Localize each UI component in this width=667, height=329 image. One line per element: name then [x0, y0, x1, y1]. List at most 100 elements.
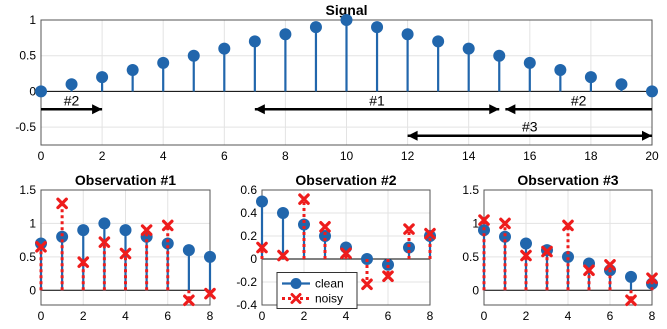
series-noisy: [256, 193, 436, 291]
stem-marker-circle: [403, 241, 415, 254]
stem-marker-circle: [182, 244, 195, 257]
y-tick-label: 0.5: [462, 250, 479, 264]
x-tick-label: 6: [164, 309, 171, 323]
stem-marker-circle: [157, 56, 170, 69]
arrow-head: [489, 104, 500, 115]
stem-marker-x: [604, 259, 616, 271]
stem-marker-circle: [584, 71, 597, 84]
stem-marker-circle: [161, 237, 174, 250]
stem-marker-circle: [499, 230, 511, 243]
stem-marker-circle: [319, 230, 331, 242]
y-tick-label: 0: [29, 84, 36, 98]
stem-marker-x: [361, 278, 373, 291]
stem-marker-circle: [432, 35, 445, 48]
y-tick-label: -0.2: [236, 275, 257, 289]
annotation-arrow: #1: [254, 92, 500, 115]
annotation-arrow: #2: [505, 92, 652, 115]
x-tick-label: 14: [462, 149, 476, 163]
stem-marker-circle: [493, 49, 506, 62]
annotation-label: #1: [369, 92, 385, 108]
stem-marker-circle: [126, 64, 139, 76]
x-tick-label: 4: [565, 309, 572, 323]
stem-marker-circle: [256, 195, 268, 208]
x-tick-label: 4: [160, 149, 167, 163]
x-tick-label: 0: [38, 149, 45, 163]
legend-box: [276, 272, 358, 309]
stem-marker-x: [478, 214, 490, 226]
stem-marker-circle: [562, 250, 574, 263]
stem-marker-circle: [218, 42, 231, 55]
y-tick-label: -0.4: [236, 298, 257, 312]
stem-marker-circle: [554, 64, 567, 76]
stem-marker-circle: [98, 217, 111, 230]
x-tick-label: 10: [340, 149, 354, 163]
stem-marker-circle: [340, 14, 353, 26]
chart-3: 0 2 4 6 8 0 0.5 1 1.5 Observation #3: [462, 172, 658, 323]
y-tick-label: 1: [29, 216, 36, 230]
x-tick-label: 2: [523, 309, 530, 323]
annotation-arrow: #2: [41, 92, 103, 115]
legend-label: noisy: [315, 292, 343, 306]
stem-marker-x: [98, 236, 111, 248]
stem-marker-circle: [248, 35, 261, 48]
stem-marker-x: [56, 197, 68, 210]
stem-marker-circle: [35, 237, 47, 250]
stem-marker-circle: [77, 224, 90, 237]
stem-marker-x: [298, 193, 310, 205]
stem-marker-circle: [382, 258, 394, 271]
stem-marker-circle: [119, 224, 132, 237]
x-tick-label: 6: [221, 149, 228, 163]
stem-marker-x: [256, 241, 268, 254]
x-tick-label: 20: [645, 149, 659, 163]
stem-marker-circle: [371, 21, 384, 34]
x-tick-label: 0: [481, 309, 488, 323]
stem-marker-x: [646, 272, 658, 285]
chart-title: Observation #1: [75, 172, 176, 188]
x-tick-label: 12: [401, 149, 415, 163]
x-tick-label: 6: [607, 309, 614, 323]
stem-marker-circle: [520, 237, 532, 250]
y-tick-label: -0.5: [15, 120, 36, 134]
stem-marker-circle: [462, 42, 475, 55]
annotation-label: #2: [64, 92, 80, 108]
stem-marker-circle: [96, 71, 109, 84]
y-tick-label: 0: [29, 283, 36, 297]
stem-marker-x: [183, 294, 195, 307]
stem-marker-x: [403, 223, 415, 235]
x-tick-label: 0: [259, 309, 266, 323]
y-tick-label: 1: [472, 216, 479, 230]
y-tick-label: 1.5: [19, 183, 36, 197]
chart-1: 0 2 4 6 8 0 0.5 1 1.5 Observation #1: [19, 172, 216, 323]
annotation-arrow: #3: [407, 119, 652, 141]
y-tick-label: 1.5: [462, 183, 479, 197]
stem-marker-circle: [523, 56, 536, 69]
y-tick-label: 0.5: [19, 49, 36, 63]
x-tick-label: 8: [649, 309, 656, 323]
stem-marker-circle: [279, 28, 292, 41]
legend-marker-circle: [290, 278, 302, 289]
chart-title: Observation #3: [517, 172, 618, 188]
y-tick-label: 0.6: [240, 183, 257, 197]
stem-marker-circle: [65, 78, 78, 91]
stem-marker-circle: [401, 28, 414, 41]
stem-marker-x: [499, 217, 511, 230]
y-tick-label: 0.2: [240, 229, 257, 243]
x-tick-label: 2: [99, 149, 106, 163]
stem-marker-circle: [309, 21, 322, 34]
legend-label: clean: [315, 277, 344, 291]
stem-marker-x: [140, 224, 153, 236]
stem-marker-circle: [646, 85, 658, 98]
stem-marker-x: [562, 219, 574, 232]
stem-marker-x: [119, 247, 132, 260]
y-tick-label: 0.4: [240, 206, 257, 220]
arrow-head: [254, 104, 265, 115]
x-tick-label: 18: [584, 149, 598, 163]
stem-marker-circle: [187, 49, 200, 62]
stem-marker-x: [541, 245, 553, 258]
x-tick-label: 2: [80, 309, 87, 323]
stem-marker-x: [382, 270, 394, 283]
y-tick-label: 0: [250, 252, 257, 266]
stem-marker-circle: [35, 85, 47, 98]
